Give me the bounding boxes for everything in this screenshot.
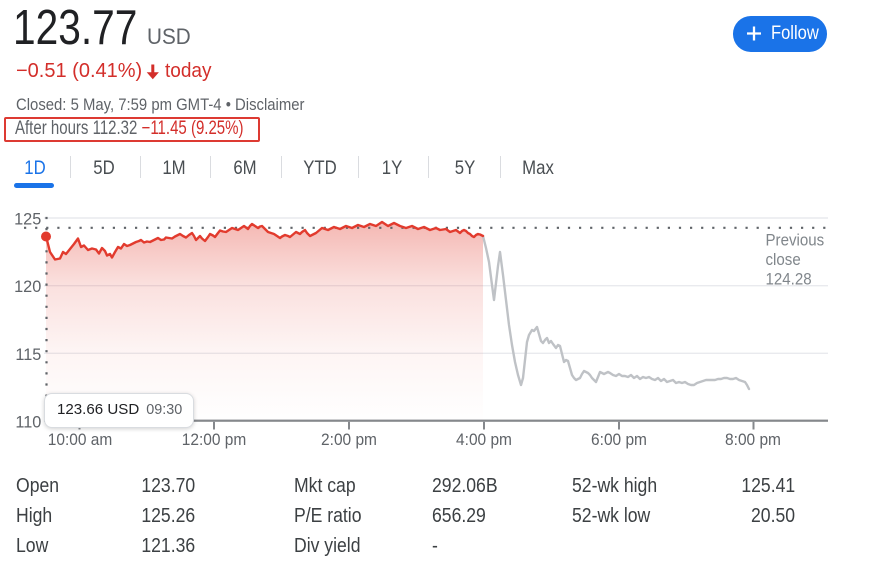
svg-text:120: 120 bbox=[14, 277, 41, 296]
svg-text:6:00 pm: 6:00 pm bbox=[591, 432, 647, 449]
svg-text:115: 115 bbox=[15, 345, 41, 364]
svg-text:4:00 pm: 4:00 pm bbox=[456, 432, 512, 449]
svg-text:8:00 pm: 8:00 pm bbox=[725, 432, 781, 449]
svg-text:125: 125 bbox=[14, 209, 41, 228]
svg-text:12:00 pm: 12:00 pm bbox=[182, 432, 246, 449]
svg-text:124.28: 124.28 bbox=[766, 271, 812, 289]
svg-text:110: 110 bbox=[15, 412, 41, 431]
svg-text:2:00 pm: 2:00 pm bbox=[321, 432, 377, 449]
svg-text:10:00 am: 10:00 am bbox=[48, 432, 112, 449]
svg-text:close: close bbox=[766, 251, 801, 269]
svg-text:Previous: Previous bbox=[766, 232, 825, 250]
